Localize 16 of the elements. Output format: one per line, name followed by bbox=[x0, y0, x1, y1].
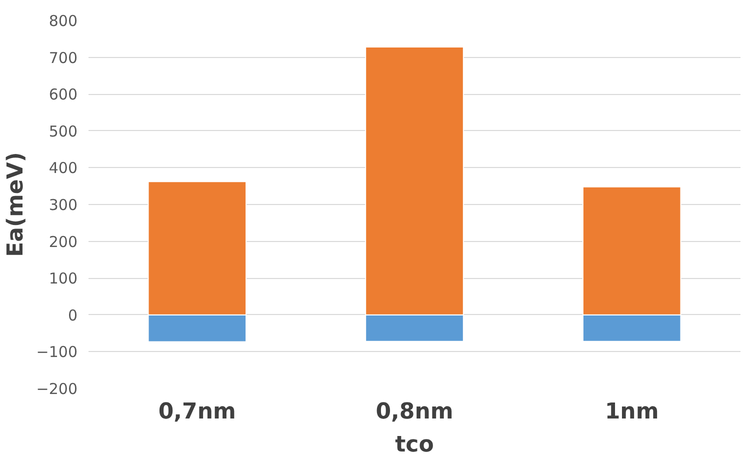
y-tick-label: −100 bbox=[36, 343, 78, 362]
x-tick-label: 0,8nm bbox=[376, 400, 454, 424]
y-tick-label: 100 bbox=[48, 270, 78, 288]
y-tick-label: 600 bbox=[48, 86, 78, 104]
y-tick-label: 300 bbox=[48, 196, 78, 214]
y-tick-label: 400 bbox=[48, 159, 78, 178]
x-axis-title: tco bbox=[395, 432, 434, 458]
y-tick-label: 0 bbox=[68, 306, 78, 324]
x-tick-label: 1nm bbox=[604, 400, 659, 424]
x-tick-label: 0,7nm bbox=[158, 400, 236, 424]
y-tick-label: −200 bbox=[36, 380, 78, 398]
y-axis-title: Ea(meV) bbox=[3, 152, 28, 257]
y-tick-label: 200 bbox=[48, 232, 78, 251]
y-tick-label: 500 bbox=[48, 122, 78, 140]
y-tick-label: 800 bbox=[48, 12, 78, 30]
y-tick-label: 700 bbox=[48, 48, 78, 67]
